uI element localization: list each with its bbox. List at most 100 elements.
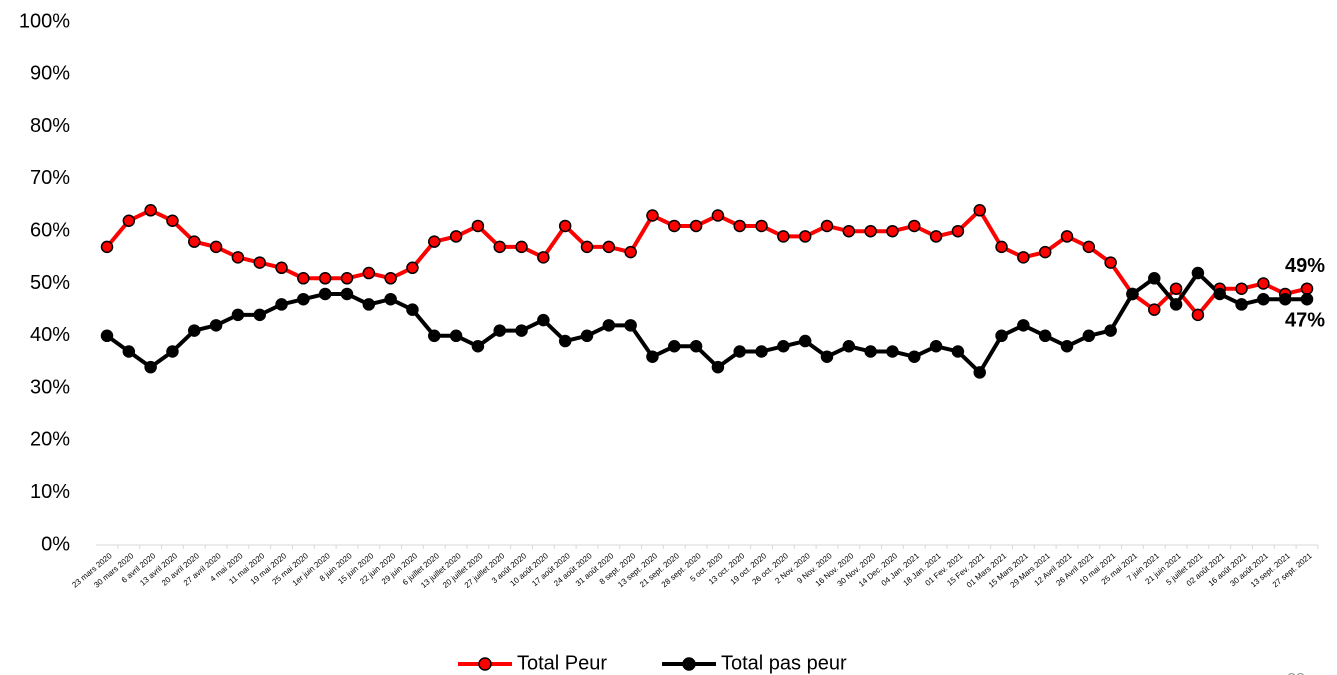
point: [908, 350, 921, 363]
point: [602, 240, 616, 254]
point: [1235, 298, 1248, 311]
point: [231, 308, 245, 322]
point: [602, 319, 616, 332]
legend-marker: [682, 657, 696, 671]
point: [537, 313, 550, 327]
point: [318, 287, 332, 301]
point: [515, 240, 528, 254]
point: [471, 219, 485, 233]
y-tick-label: 70%: [30, 167, 70, 189]
point: [1060, 230, 1074, 243]
point: [929, 230, 943, 243]
point: [1257, 277, 1270, 290]
point: [973, 204, 986, 217]
point: [188, 324, 201, 337]
point: [166, 214, 179, 227]
point: [1104, 324, 1117, 337]
y-tick-label: 20%: [30, 429, 70, 451]
point: [515, 324, 528, 337]
point: [842, 224, 856, 238]
point: [646, 350, 659, 363]
point: [1082, 240, 1096, 254]
point: [1017, 319, 1030, 332]
end-label: 49%: [1285, 255, 1325, 277]
point: [1235, 282, 1248, 295]
point: [1300, 282, 1314, 295]
point: [1038, 329, 1052, 343]
y-tick-label: 40%: [30, 324, 70, 346]
y-tick-label: 10%: [30, 481, 70, 503]
point: [668, 219, 681, 233]
point: [493, 324, 506, 337]
point: [428, 235, 441, 248]
y-tick-label: 90%: [30, 63, 70, 85]
point: [755, 219, 768, 233]
point: [1257, 292, 1270, 306]
point: [1060, 340, 1074, 353]
point: [1104, 256, 1117, 269]
point: [646, 209, 659, 222]
point: [1148, 303, 1161, 316]
point: [122, 345, 136, 358]
point: [253, 256, 266, 269]
point: [362, 266, 376, 280]
point: [842, 340, 856, 353]
y-tick-label: 30%: [30, 376, 70, 398]
point: [995, 240, 1008, 254]
point: [1191, 266, 1205, 280]
point: [820, 350, 834, 363]
point: [1213, 287, 1226, 301]
point: [209, 240, 223, 254]
y-tick-label: 0%: [41, 533, 70, 555]
point: [1278, 292, 1292, 306]
point: [1082, 329, 1096, 343]
y-tick-label: 100%: [19, 10, 70, 32]
point: [297, 272, 310, 285]
point: [449, 230, 463, 243]
y-tick-label: 60%: [30, 219, 70, 241]
point: [275, 261, 288, 275]
point: [1169, 298, 1183, 311]
point: [122, 214, 136, 227]
point: [798, 334, 812, 348]
point: [362, 298, 376, 311]
point: [1148, 272, 1161, 285]
point: [755, 345, 768, 358]
point: [886, 345, 899, 358]
point: [624, 245, 637, 259]
point: [711, 209, 725, 222]
point: [340, 272, 354, 285]
point: [231, 251, 245, 264]
point: [537, 251, 550, 264]
legend-marker: [478, 657, 492, 671]
point: [144, 204, 157, 217]
point: [209, 319, 223, 332]
point: [1300, 292, 1314, 306]
point: [1038, 245, 1052, 259]
point: [428, 329, 441, 343]
point: [668, 340, 681, 353]
point: [995, 329, 1008, 343]
point: [493, 240, 506, 254]
point: [973, 366, 986, 379]
point: [558, 334, 572, 348]
point: [951, 224, 965, 238]
point: [951, 345, 965, 358]
point: [777, 340, 790, 353]
point: [406, 261, 419, 275]
point: [100, 329, 114, 343]
point: [864, 345, 877, 358]
point: [166, 345, 179, 358]
point: [908, 219, 921, 233]
y-tick-label: 50%: [30, 272, 70, 294]
point: [580, 240, 594, 254]
point: [144, 360, 157, 374]
point: [384, 272, 397, 285]
point: [1017, 251, 1030, 264]
end-label: 47%: [1285, 309, 1325, 331]
point: [1169, 282, 1183, 295]
point: [384, 292, 397, 306]
series-line: [105, 208, 1308, 317]
point: [275, 298, 288, 311]
